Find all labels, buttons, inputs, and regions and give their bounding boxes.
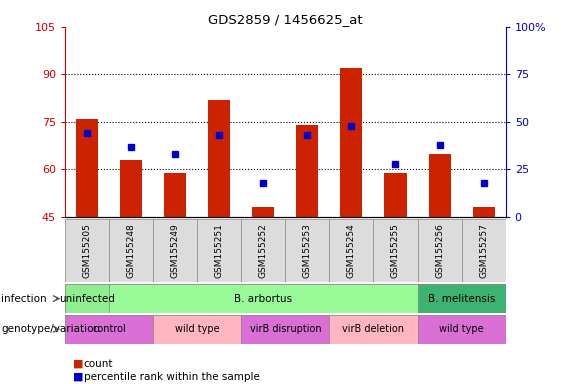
Title: GDS2859 / 1456625_at: GDS2859 / 1456625_at: [208, 13, 363, 26]
Text: GSM155251: GSM155251: [215, 223, 224, 278]
Text: GSM155249: GSM155249: [171, 223, 180, 278]
Bar: [164, 173, 186, 217]
Text: GSM155205: GSM155205: [82, 223, 92, 278]
Bar: [472, 207, 494, 217]
Bar: [120, 160, 142, 217]
Bar: [384, 173, 406, 217]
Text: GSM155253: GSM155253: [303, 223, 312, 278]
Bar: [329, 219, 373, 282]
Bar: [153, 219, 197, 282]
Text: wild type: wild type: [440, 324, 484, 334]
Text: GSM155256: GSM155256: [435, 223, 444, 278]
Text: GSM155252: GSM155252: [259, 223, 268, 278]
Bar: [65, 219, 109, 282]
Text: ■: ■: [73, 372, 84, 382]
Text: B. arbortus: B. arbortus: [234, 293, 292, 304]
Bar: [418, 219, 462, 282]
Bar: [208, 100, 231, 217]
Text: GSM155255: GSM155255: [391, 223, 400, 278]
Bar: [109, 284, 418, 313]
Text: genotype/variation: genotype/variation: [1, 324, 100, 334]
Text: wild type: wild type: [175, 324, 219, 334]
Text: uninfected: uninfected: [59, 293, 115, 304]
Text: B. melitensis: B. melitensis: [428, 293, 496, 304]
Bar: [76, 119, 98, 217]
Text: virB disruption: virB disruption: [250, 324, 321, 334]
Text: GSM155248: GSM155248: [127, 223, 136, 278]
Text: infection: infection: [1, 293, 47, 304]
Text: count: count: [84, 359, 113, 369]
Bar: [109, 219, 153, 282]
Text: control: control: [92, 324, 126, 334]
Bar: [418, 284, 506, 313]
Text: GSM155257: GSM155257: [479, 223, 488, 278]
Bar: [252, 207, 275, 217]
Bar: [285, 219, 329, 282]
Bar: [65, 284, 109, 313]
Bar: [462, 219, 506, 282]
Text: ■: ■: [73, 359, 84, 369]
Bar: [428, 154, 451, 217]
Bar: [340, 68, 363, 217]
Bar: [296, 125, 318, 217]
Text: percentile rank within the sample: percentile rank within the sample: [84, 372, 259, 382]
Bar: [329, 315, 418, 344]
Bar: [65, 315, 153, 344]
Bar: [197, 219, 241, 282]
Text: virB deletion: virB deletion: [342, 324, 405, 334]
Bar: [241, 315, 329, 344]
Bar: [418, 315, 506, 344]
Bar: [241, 219, 285, 282]
Bar: [373, 219, 418, 282]
Text: GSM155254: GSM155254: [347, 223, 356, 278]
Bar: [153, 315, 241, 344]
